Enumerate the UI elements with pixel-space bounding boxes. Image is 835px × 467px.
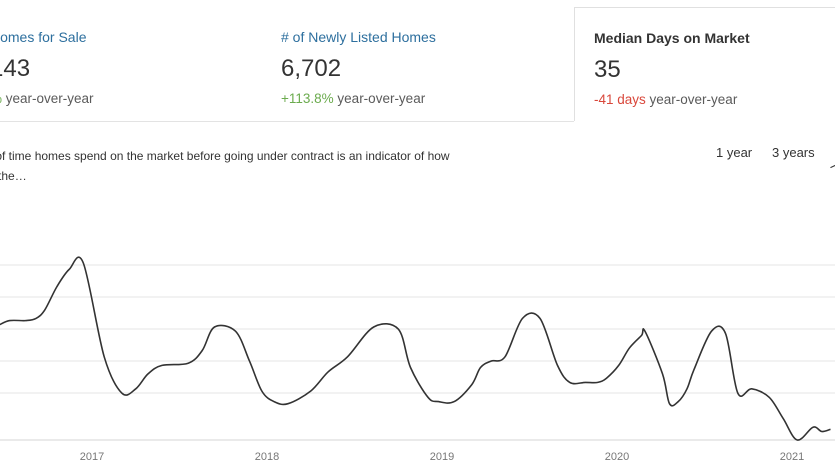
stat-label: Homes for Sale bbox=[0, 29, 87, 45]
series-line-median-days bbox=[0, 256, 831, 441]
stat-label: # of Newly Listed Homes bbox=[281, 29, 436, 45]
x-tick-label: 2018 bbox=[255, 451, 279, 463]
stat-change-value: +113.8% bbox=[281, 91, 334, 106]
stat-change-suffix: year-over-year bbox=[645, 92, 738, 107]
stat-label: Median Days on Market bbox=[594, 30, 750, 46]
stat-card-newly-listed[interactable]: # of Newly Listed Homes 6,702 +113.8% ye… bbox=[270, 7, 574, 122]
range-1-year-button[interactable]: 1 year bbox=[716, 145, 753, 160]
x-tick-label: 2020 bbox=[605, 451, 629, 463]
stat-card-median-days[interactable]: Median Days on Market 35 -41 days year-o… bbox=[574, 7, 835, 121]
stat-change-value: -41 days bbox=[594, 92, 646, 107]
stat-change: % year-over-year bbox=[0, 91, 94, 106]
description-line: ve the… bbox=[0, 169, 27, 183]
x-tick-label: 2021 bbox=[780, 451, 804, 463]
range-3-years-button[interactable]: 3 years bbox=[772, 145, 815, 160]
x-tick-label: 2017 bbox=[80, 451, 104, 463]
stat-change-value: % bbox=[0, 91, 2, 106]
stat-change-suffix: year-over-year bbox=[2, 91, 94, 106]
stat-value: 143 bbox=[0, 55, 31, 82]
x-tick-label: 2019 bbox=[430, 451, 454, 463]
stat-card-homes-for-sale[interactable]: Homes for Sale 143 % year-over-year bbox=[0, 7, 270, 122]
stats-bar: Homes for Sale 143 % year-over-year # of… bbox=[0, 0, 835, 122]
description-line: nt of time homes spend on the market bef… bbox=[0, 149, 450, 163]
stat-change: -41 days year-over-year bbox=[594, 92, 737, 107]
chart-description: nt of time homes spend on the market bef… bbox=[0, 146, 472, 186]
stat-value: 35 bbox=[594, 56, 621, 83]
stat-value: 6,702 bbox=[281, 55, 342, 82]
stat-change: +113.8% year-over-year bbox=[281, 91, 425, 106]
stat-change-suffix: year-over-year bbox=[333, 91, 426, 106]
